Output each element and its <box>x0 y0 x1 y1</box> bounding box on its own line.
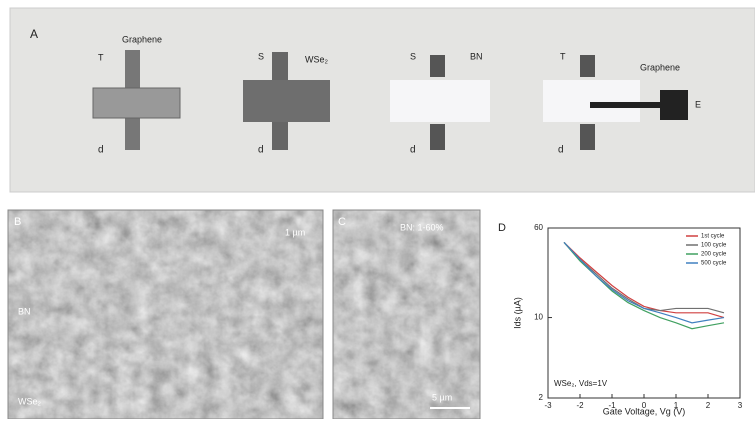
legend-label: 500 cycle <box>701 261 727 267</box>
layer <box>390 80 490 122</box>
sem-image <box>8 210 323 419</box>
label: Graphene <box>122 34 162 44</box>
label: S <box>410 51 416 61</box>
label: BN: 1-60% <box>400 222 444 232</box>
y-tick-label: 2 <box>539 393 544 402</box>
label: WSe₂ <box>305 54 329 64</box>
x-tick-label: 2 <box>706 401 711 410</box>
label: d <box>258 145 264 156</box>
y-axis-label: Ids (µA) <box>512 297 522 329</box>
annotation: WSe₂, Vds=1V <box>554 379 608 388</box>
panel-letter: A <box>30 27 38 41</box>
layer <box>543 80 640 122</box>
figure: A T Graphene d S WSe₂ d S BN d T Graphen… <box>0 0 755 419</box>
sem-image <box>333 210 480 419</box>
label: d <box>558 145 564 156</box>
legend-label: 100 cycle <box>701 243 727 249</box>
layer <box>93 88 180 118</box>
layer-label: BN <box>18 306 31 316</box>
scale-label: 5 µm <box>432 392 452 402</box>
x-tick-label: -3 <box>544 401 552 410</box>
panel-letter: B <box>14 216 21 228</box>
label: d <box>98 145 104 156</box>
label: Graphene <box>640 62 680 72</box>
label: BN <box>470 51 483 61</box>
label: E <box>695 99 701 109</box>
series-line <box>564 242 724 328</box>
x-tick-label: -2 <box>576 401 584 410</box>
chart: D <box>498 222 506 234</box>
scale-label: 1 µm <box>285 227 305 237</box>
electrode <box>580 124 595 150</box>
electrode <box>430 55 445 77</box>
series-line <box>564 242 724 312</box>
layer <box>243 80 330 122</box>
panel-letter: C <box>338 216 346 228</box>
y-tick-label: 60 <box>534 223 543 232</box>
pad <box>660 90 688 120</box>
x-axis-label: Gate Voltage, Vg (V) <box>603 406 686 416</box>
legend-label: 200 cycle <box>701 252 727 258</box>
label: d <box>410 145 416 156</box>
layer-label: WSe₂ <box>18 396 42 406</box>
label: S <box>258 51 264 61</box>
electrode <box>580 55 595 77</box>
series-line <box>564 242 724 317</box>
x-tick-label: 3 <box>738 401 743 410</box>
legend-label: 1st cycle <box>701 234 725 240</box>
electrode <box>430 124 445 150</box>
label: T <box>98 52 104 62</box>
label: T <box>560 51 566 61</box>
y-tick-label: 10 <box>534 313 543 322</box>
panel-letter: D <box>498 222 506 234</box>
lead <box>590 102 662 108</box>
